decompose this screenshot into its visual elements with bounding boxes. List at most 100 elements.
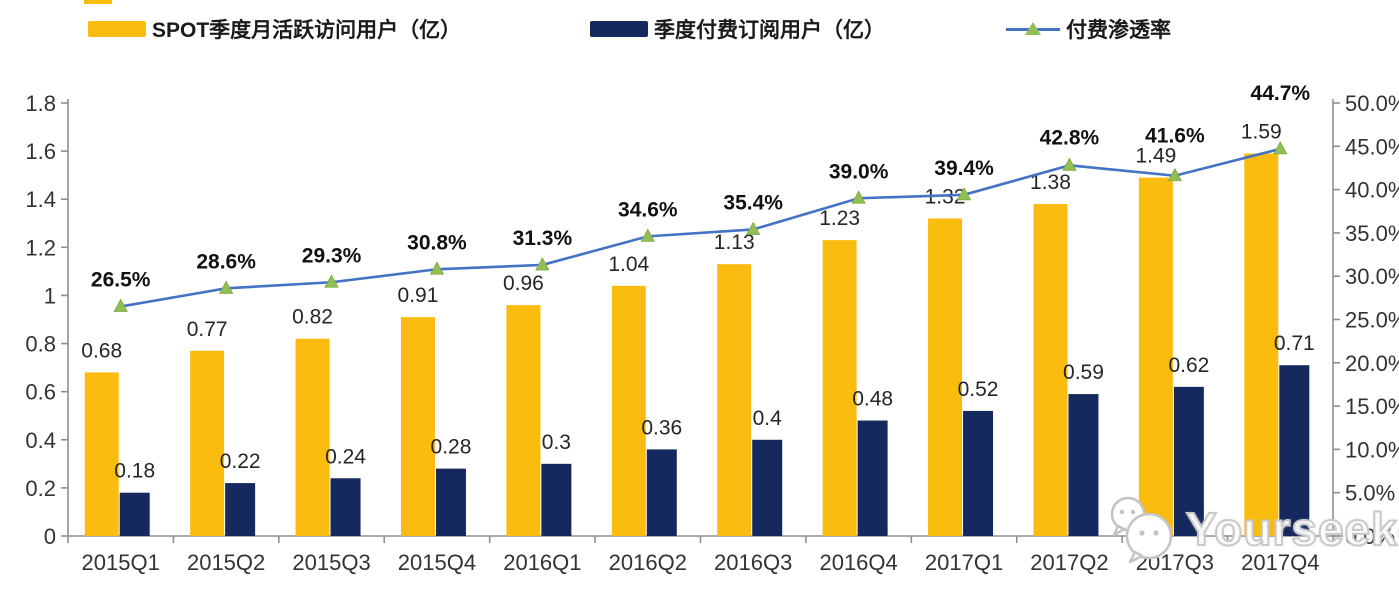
subs-bar-label: 0.48: [852, 388, 893, 411]
left-axis-tick-label: 0.2: [25, 476, 56, 501]
mau-bar: [506, 305, 541, 536]
subs-bar-label: 0.22: [220, 450, 261, 473]
mau-bar: [611, 285, 646, 536]
mau-bar-label: 0.91: [398, 284, 439, 307]
right-axis-tick-label: 40.0%: [1345, 178, 1399, 203]
watermark-text: Yourseeker: [1185, 502, 1399, 556]
x-axis-label: 2017Q1: [925, 550, 1003, 575]
subs-bar: [1173, 386, 1204, 536]
subs-bar: [435, 468, 466, 536]
right-axis-tick-label: 5.0%: [1345, 481, 1395, 506]
penetration-marker: [324, 274, 339, 288]
left-axis-tick-label: 1.6: [25, 139, 56, 164]
penetration-marker: [956, 186, 972, 201]
subs-bar: [1068, 394, 1099, 536]
subs-bar-label: 0.71: [1274, 332, 1315, 355]
left-axis-tick-label: 0.4: [25, 428, 56, 453]
penetration-marker: [1167, 167, 1183, 182]
left-axis-tick-label: 0: [44, 524, 56, 549]
triangle-marker-icon: [1025, 22, 1041, 35]
subs-bar-label: 0.4: [753, 407, 783, 430]
subs-bar: [330, 478, 361, 536]
mau-bar-label: 1.04: [608, 253, 649, 276]
penetration-label: 44.7%: [1251, 82, 1311, 105]
subs-bar-label: 0.3: [542, 431, 571, 454]
mau-bar-label: 1.59: [1241, 121, 1282, 144]
penetration-marker: [535, 257, 550, 271]
mau-bar: [822, 240, 857, 536]
x-axis-label: 2017Q2: [1030, 550, 1108, 575]
penetration-marker: [1273, 141, 1288, 155]
subs-bar: [752, 439, 783, 536]
penetration-label: 26.5%: [91, 269, 151, 292]
left-axis-tick-label: 1.8: [25, 91, 56, 116]
mau-bar-label: 1.32: [925, 185, 966, 208]
mau-bar: [928, 218, 963, 536]
penetration-line: [120, 147, 1281, 308]
penetration-marker: [746, 221, 761, 235]
subs-bar-label: 0.18: [114, 460, 155, 483]
right-axis-tick-label: 30.0%: [1345, 264, 1399, 289]
subs-bar-label: 0.24: [325, 445, 366, 468]
right-axis-tick-label: 50.0%: [1345, 91, 1399, 116]
subs-bar: [646, 449, 677, 536]
x-axis-label: 2015Q4: [398, 550, 476, 575]
right-axis-tick-label: 45.0%: [1345, 134, 1399, 159]
subs-bar: [225, 483, 256, 536]
penetration-marker: [429, 261, 445, 275]
left-axis-tick-label: 1: [44, 283, 56, 308]
left-axis-tick-label: 1.4: [25, 187, 56, 212]
penetration-label: 41.6%: [1145, 125, 1205, 148]
left-axis-tick-label: 0.6: [25, 380, 56, 405]
legend-item-penetration: 付费渗透率: [1006, 14, 1171, 44]
subs-bar-label: 0.52: [958, 378, 999, 401]
mau-legend-swatch: [88, 21, 146, 37]
right-axis-tick-label: 15.0%: [1345, 394, 1399, 419]
mau-bar: [717, 264, 752, 536]
subs-bar: [1279, 365, 1310, 536]
subs-bar-label: 0.36: [641, 416, 682, 439]
top-edge-crop-artifact: [84, 0, 112, 4]
subs-legend-label: 季度付费订阅用户（亿）: [654, 19, 885, 42]
mau-bar: [1244, 153, 1279, 536]
mau-bar-label: 0.77: [187, 318, 228, 341]
subs-legend-swatch: [590, 21, 648, 37]
wechat-icon: [1110, 496, 1173, 564]
right-axis-tick-label: 0.0%: [1345, 524, 1395, 549]
penetration-marker: [113, 298, 128, 312]
penetration-legend-marker: [1006, 21, 1060, 37]
mau-bar: [190, 350, 225, 536]
subs-bar: [857, 420, 888, 536]
subs-bar: [541, 463, 572, 536]
penetration-label: 34.6%: [618, 198, 678, 221]
mau-bar: [84, 372, 119, 536]
subs-bar: [963, 410, 994, 536]
subs-bar-label: 0.28: [431, 436, 472, 459]
mau-bar: [295, 338, 330, 536]
mau-bar-label: 1.38: [1030, 171, 1071, 194]
mau-bar-label: 1.23: [819, 207, 860, 230]
left-axis-tick-label: 0.8: [25, 332, 56, 357]
x-axis-label: 2016Q1: [503, 550, 581, 575]
penetration-label: 39.4%: [934, 157, 994, 180]
penetration-marker: [640, 228, 655, 242]
mau-bar-label: 0.82: [292, 306, 333, 329]
subs-bar-label: 0.62: [1168, 354, 1209, 377]
penetration-marker: [851, 190, 866, 204]
x-axis-label: 2015Q2: [187, 550, 265, 575]
penetration-label: 28.6%: [196, 250, 256, 273]
right-axis-tick-label: 20.0%: [1345, 351, 1399, 376]
mau-legend-label: SPOT季度月活跃访问用户（亿）: [152, 19, 462, 42]
right-axis-tick-label: 10.0%: [1345, 437, 1399, 462]
x-axis-label: 2015Q1: [82, 550, 160, 575]
legend-item-subs: 季度付费订阅用户（亿）: [590, 14, 885, 44]
right-axis-tick-label: 35.0%: [1345, 221, 1399, 246]
subs-bar-label: 0.59: [1063, 361, 1104, 384]
subs-bar: [119, 492, 150, 536]
x-axis-label: 2015Q3: [292, 550, 370, 575]
legend-item-mau: SPOT季度月活跃访问用户（亿）: [88, 14, 461, 44]
mau-bar: [400, 317, 435, 536]
mau-bar: [1033, 204, 1068, 537]
watermark: Yourseeker: [1102, 492, 1399, 566]
